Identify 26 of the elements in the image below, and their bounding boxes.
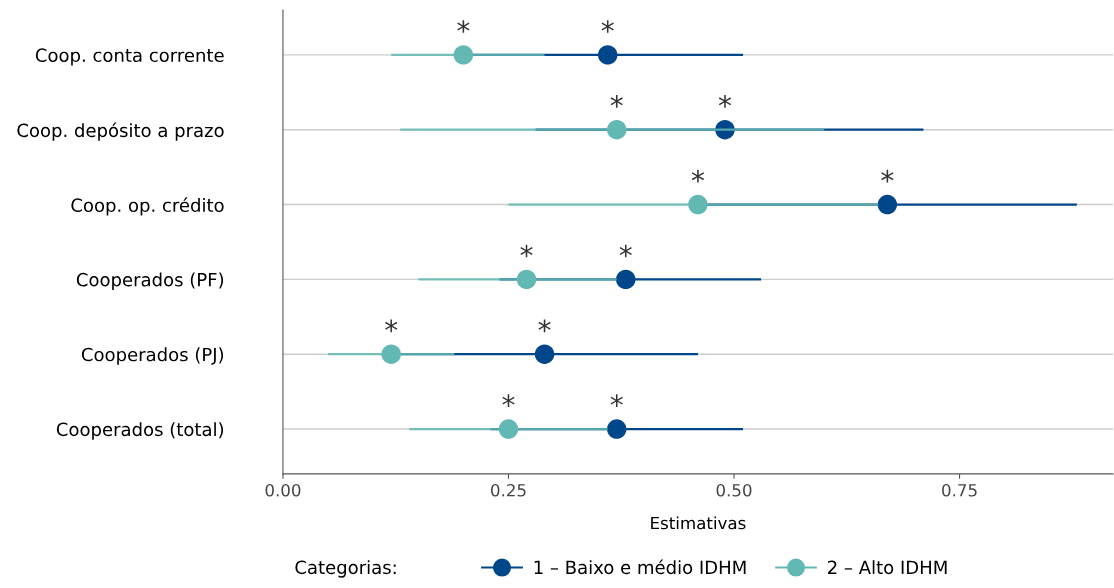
annotation: *: [502, 394, 515, 407]
annotation: *: [691, 169, 705, 183]
x-tick-label: 0.25: [491, 483, 526, 497]
y-tick-label: Coop. conta corrente: [35, 48, 224, 66]
annotation: *: [610, 394, 623, 407]
annotation: *: [610, 94, 623, 108]
legend-label: 2 – Alto IDHM: [828, 560, 947, 575]
y-tick-label: Coop. op. crédito: [71, 197, 224, 216]
legend-label: 1 – Baixo e médio IDHM: [534, 559, 746, 575]
annotation: *: [385, 319, 398, 333]
x-tick-label: 0.75: [942, 483, 977, 497]
annotation: *: [601, 20, 614, 33]
y-tick-label: Cooperados (total): [56, 422, 224, 440]
annotation: *: [619, 244, 632, 258]
x-tick-label: 0.00: [265, 483, 301, 497]
annotation: *: [718, 94, 732, 108]
y-tick-label: Cooperados (PJ): [81, 347, 224, 365]
annotation: *: [520, 244, 533, 258]
y-tick-label: Coop. depósito a prazo: [17, 122, 224, 141]
x-axis-title: Estimativas: [651, 516, 746, 530]
x-tick-label: 0.50: [716, 483, 752, 497]
legend-title: Categorias:: [295, 560, 396, 578]
annotation: *: [538, 319, 551, 333]
annotation: *: [457, 20, 470, 33]
annotation: *: [881, 169, 894, 183]
y-tick-label: Cooperados (PF): [76, 272, 224, 290]
